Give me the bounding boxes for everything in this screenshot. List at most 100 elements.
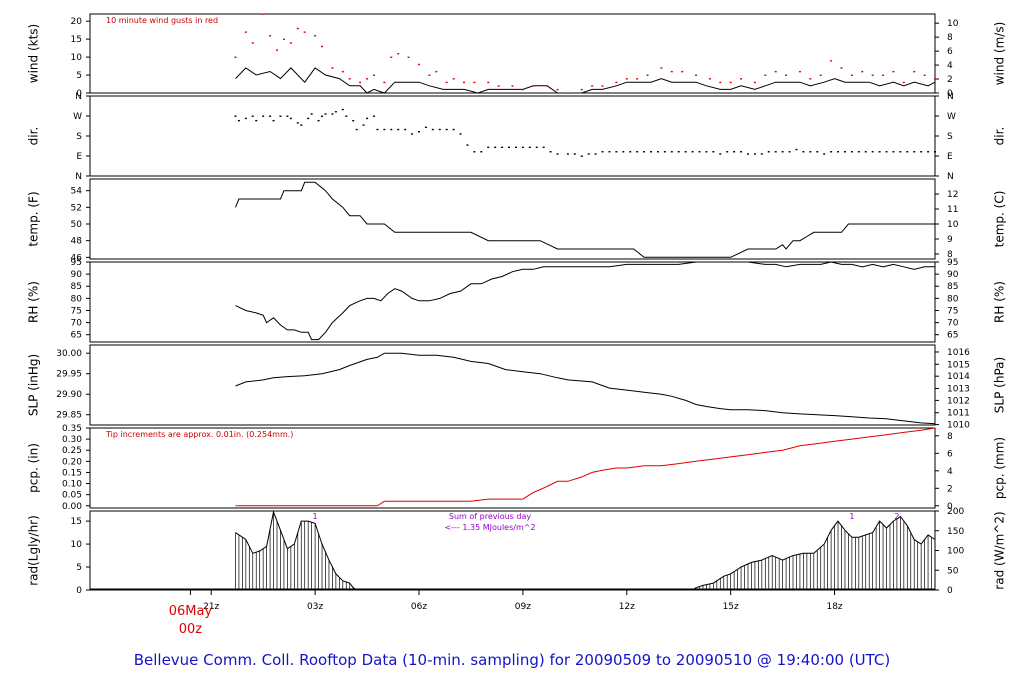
left-tick-label-1-0: N <box>75 172 82 182</box>
right-tick-label-6-4: 200 <box>947 507 964 517</box>
right-tick-label-1-3: W <box>947 112 956 122</box>
right-tick-label-0-3: 6 <box>947 47 953 57</box>
data-point-1-0-55 <box>573 153 576 155</box>
data-point-1-0-39 <box>459 133 462 135</box>
rad-annotation-2: <--- 1.35 MJoules/m^2 <box>444 523 535 532</box>
data-point-1-0-67 <box>656 151 659 153</box>
data-point-1-0-76 <box>719 153 722 155</box>
left-tick-label-0-4: 20 <box>71 17 83 27</box>
data-point-1-0-7 <box>272 119 275 122</box>
data-point-0-1-20 <box>397 53 400 55</box>
data-point-0-1-48 <box>708 78 711 80</box>
data-point-1-0-11 <box>296 122 299 124</box>
data-point-1-0-10 <box>289 117 292 120</box>
right-axis-label-1: dir. <box>993 127 1007 146</box>
data-point-1-0-0 <box>234 115 237 117</box>
right-axis-label-2: temp. (C) <box>993 191 1007 248</box>
chart-footer-title: Bellevue Comm. Coll. Rooftop Data (10-mi… <box>133 651 891 669</box>
rad-annotation-1: Sum of previous day <box>449 512 531 521</box>
data-point-0-1-27 <box>463 81 466 84</box>
data-point-1-0-18 <box>331 113 334 115</box>
x-tick-label-3: 09z <box>515 602 531 612</box>
data-point-1-0-37 <box>445 128 448 131</box>
data-point-0-1-60 <box>840 67 843 69</box>
left-tick-label-0-2: 10 <box>71 53 83 63</box>
data-point-1-0-4 <box>255 119 258 122</box>
left-tick-label-5-7: 0.35 <box>62 424 82 434</box>
panel-frame-5 <box>89 427 936 509</box>
panel-frame-3 <box>89 261 936 343</box>
left-tick-label-5-3: 0.15 <box>62 468 82 478</box>
data-point-0-1-52 <box>753 81 756 84</box>
right-tick-label-4-3: 1013 <box>947 384 970 394</box>
data-point-0-1-38 <box>591 85 594 87</box>
left-tick-label-5-5: 0.25 <box>62 446 82 456</box>
data-point-0-1-5 <box>276 49 279 51</box>
data-point-0-1-64 <box>882 74 885 76</box>
right-tick-label-4-6: 1016 <box>947 348 970 358</box>
data-point-1-0-100 <box>885 151 888 153</box>
right-tick-label-0-5: 10 <box>947 19 959 29</box>
data-point-1-0-62 <box>622 151 625 153</box>
data-point-0-1-43 <box>646 74 649 76</box>
data-point-0-1-13 <box>341 70 344 73</box>
data-point-1-0-25 <box>366 117 369 120</box>
data-point-1-0-81 <box>753 153 756 155</box>
data-point-1-0-14 <box>310 113 313 115</box>
right-tick-label-3-5: 90 <box>947 270 959 280</box>
data-point-0-1-62 <box>861 70 864 73</box>
data-point-1-0-83 <box>767 151 770 153</box>
data-point-1-0-49 <box>528 146 531 149</box>
data-point-1-0-79 <box>740 151 743 153</box>
left-tick-label-5-2: 0.10 <box>62 480 82 490</box>
right-tick-label-6-0: 0 <box>947 586 953 596</box>
data-point-0-1-44 <box>660 67 663 69</box>
data-point-1-0-40 <box>466 144 469 146</box>
data-point-1-0-91 <box>823 153 826 155</box>
left-tick-label-2-2: 50 <box>71 220 83 230</box>
right-tick-label-5-4: 8 <box>947 432 953 442</box>
data-point-1-0-84 <box>774 151 777 153</box>
data-point-1-0-82 <box>760 153 763 155</box>
data-point-1-0-87 <box>795 148 798 151</box>
data-point-1-0-105 <box>920 151 923 153</box>
left-tick-label-2-0: 46 <box>71 253 83 263</box>
data-point-1-0-94 <box>843 151 846 153</box>
left-tick-label-5-4: 0.20 <box>62 457 82 467</box>
data-point-1-0-63 <box>629 151 632 153</box>
data-point-1-0-41 <box>473 151 476 153</box>
data-point-1-0-107 <box>934 151 936 153</box>
right-tick-label-0-0: 0 <box>947 89 953 99</box>
right-tick-label-4-1: 1011 <box>947 409 970 419</box>
data-point-0-1-49 <box>719 81 722 84</box>
x-tick-label-6: 18z <box>826 602 842 612</box>
data-point-0-1-59 <box>830 60 833 62</box>
data-point-1-0-13 <box>307 117 310 120</box>
left-tick-label-4-3: 30.00 <box>56 349 82 359</box>
data-point-1-0-22 <box>352 119 355 122</box>
series-line-2-0 <box>235 181 935 258</box>
data-point-1-0-19 <box>334 111 337 113</box>
data-point-1-0-17 <box>324 113 327 115</box>
data-point-1-0-97 <box>864 151 867 153</box>
data-point-1-0-51 <box>542 146 545 149</box>
data-point-0-1-25 <box>445 81 448 84</box>
data-point-0-1-53 <box>764 74 767 76</box>
left-tick-label-3-6: 95 <box>71 258 82 268</box>
data-point-0-1-7 <box>289 42 292 44</box>
data-point-1-0-44 <box>494 146 497 149</box>
data-point-1-0-53 <box>556 153 559 155</box>
right-tick-label-3-0: 65 <box>947 331 958 341</box>
left-tick-label-0-1: 5 <box>76 71 82 81</box>
data-point-1-0-85 <box>781 151 784 153</box>
left-tick-label-1-2: S <box>76 132 82 142</box>
right-tick-label-3-3: 80 <box>947 294 959 304</box>
data-point-0-1-55 <box>785 74 788 76</box>
data-point-1-0-27 <box>376 128 379 131</box>
data-point-1-0-57 <box>587 153 590 155</box>
data-point-1-0-64 <box>636 151 639 153</box>
right-tick-label-2-0: 8 <box>947 250 953 260</box>
left-tick-label-6-3: 15 <box>71 517 82 527</box>
right-tick-label-5-0: 0 <box>947 502 953 512</box>
data-point-0-1-8 <box>296 27 299 30</box>
